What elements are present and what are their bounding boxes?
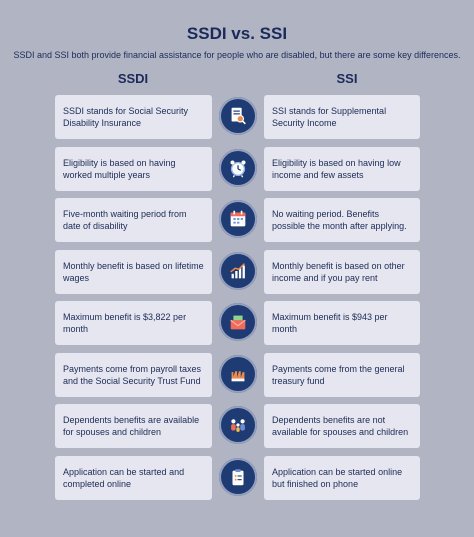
ssdi-text: SSDI stands for Social Security Disabili… bbox=[63, 106, 189, 128]
ssi-card: Monthly benefit is based on other income… bbox=[264, 249, 420, 294]
family-icon bbox=[219, 406, 257, 444]
ssi-text: Application can be started online but fi… bbox=[272, 466, 403, 489]
comparison-row: Five-month waiting period from date of d… bbox=[0, 198, 474, 250]
ssdi-text: Monthly benefit is based on lifetime wag… bbox=[63, 260, 204, 283]
hands-icon bbox=[219, 354, 257, 393]
ssi-card: SSI stands for Supplemental Security Inc… bbox=[264, 95, 420, 139]
ssdi-text: Dependents benefits are available for sp… bbox=[63, 415, 200, 437]
ssi-card: Maximum benefit is $943 per month bbox=[264, 301, 420, 345]
ssdi-card: Application can be started and completed… bbox=[55, 455, 212, 500]
ssi-text: Monthly benefit is based on other income… bbox=[272, 260, 405, 283]
growth-chart-icon bbox=[219, 251, 257, 290]
ssi-card: Payments come from the general treasury … bbox=[264, 352, 420, 397]
envelope-money-icon bbox=[219, 303, 257, 341]
clipboard-icon bbox=[219, 457, 257, 496]
ssi-text: No waiting period. Benefits possible the… bbox=[272, 209, 407, 231]
ssdi-text: Application can be started and completed… bbox=[63, 466, 185, 489]
ssdi-text: Payments come from payroll taxes and the… bbox=[63, 363, 202, 386]
comparison-row: Monthly benefit is based on lifetime wag… bbox=[0, 249, 474, 302]
ssdi-card: Dependents benefits are available for sp… bbox=[55, 404, 212, 448]
ssi-card: Application can be started online but fi… bbox=[264, 455, 420, 500]
ssdi-column-heading: SSDI bbox=[117, 71, 149, 86]
ssdi-card: Payments come from payroll taxes and the… bbox=[55, 352, 212, 397]
ssi-text: Maximum benefit is $943 per month bbox=[272, 312, 388, 334]
comparison-row: Eligibility is based on having worked mu… bbox=[0, 146, 474, 199]
ssdi-card: Maximum benefit is $3,822 per month bbox=[55, 301, 212, 345]
ssi-text: Eligibility is based on having low incom… bbox=[272, 157, 401, 180]
ssi-column-heading: SSI bbox=[336, 71, 358, 86]
ssdi-card: SSDI stands for Social Security Disabili… bbox=[55, 95, 212, 139]
comparison-row: SSDI stands for Social Security Disabili… bbox=[0, 95, 474, 147]
ssi-card: Dependents benefits are not available fo… bbox=[264, 404, 420, 448]
ssdi-card: Monthly benefit is based on lifetime wag… bbox=[55, 249, 212, 294]
ssdi-card: Five-month waiting period from date of d… bbox=[55, 198, 212, 242]
comparison-row: Payments come from payroll taxes and the… bbox=[0, 352, 474, 405]
ssi-card: No waiting period. Benefits possible the… bbox=[264, 198, 420, 242]
ssdi-card: Eligibility is based on having worked mu… bbox=[55, 146, 212, 191]
page-title: SSDI vs. SSI bbox=[186, 24, 288, 43]
comparison-row: Application can be started and completed… bbox=[0, 455, 474, 508]
page-subtitle: SSDI and SSI both provide financial assi… bbox=[13, 50, 461, 60]
comparison-rows: SSDI stands for Social Security Disabili… bbox=[0, 95, 474, 507]
ssdi-text: Maximum benefit is $3,822 per month bbox=[63, 312, 187, 334]
comparison-row: Dependents benefits are available for sp… bbox=[0, 404, 474, 456]
alarm-clock-icon bbox=[219, 148, 257, 187]
calendar-icon bbox=[219, 200, 257, 238]
ssi-card: Eligibility is based on having low incom… bbox=[264, 146, 420, 191]
ssi-text: SSI stands for Supplemental Security Inc… bbox=[272, 106, 387, 128]
ssdi-text: Eligibility is based on having worked mu… bbox=[63, 157, 176, 180]
ssi-text: Payments come from the general treasury … bbox=[272, 363, 405, 386]
magnifier-document-icon bbox=[219, 97, 257, 135]
ssdi-text: Five-month waiting period from date of d… bbox=[63, 209, 187, 231]
comparison-row: Maximum benefit is $3,822 per month Maxi… bbox=[0, 301, 474, 353]
ssi-text: Dependents benefits are not available fo… bbox=[272, 415, 409, 437]
